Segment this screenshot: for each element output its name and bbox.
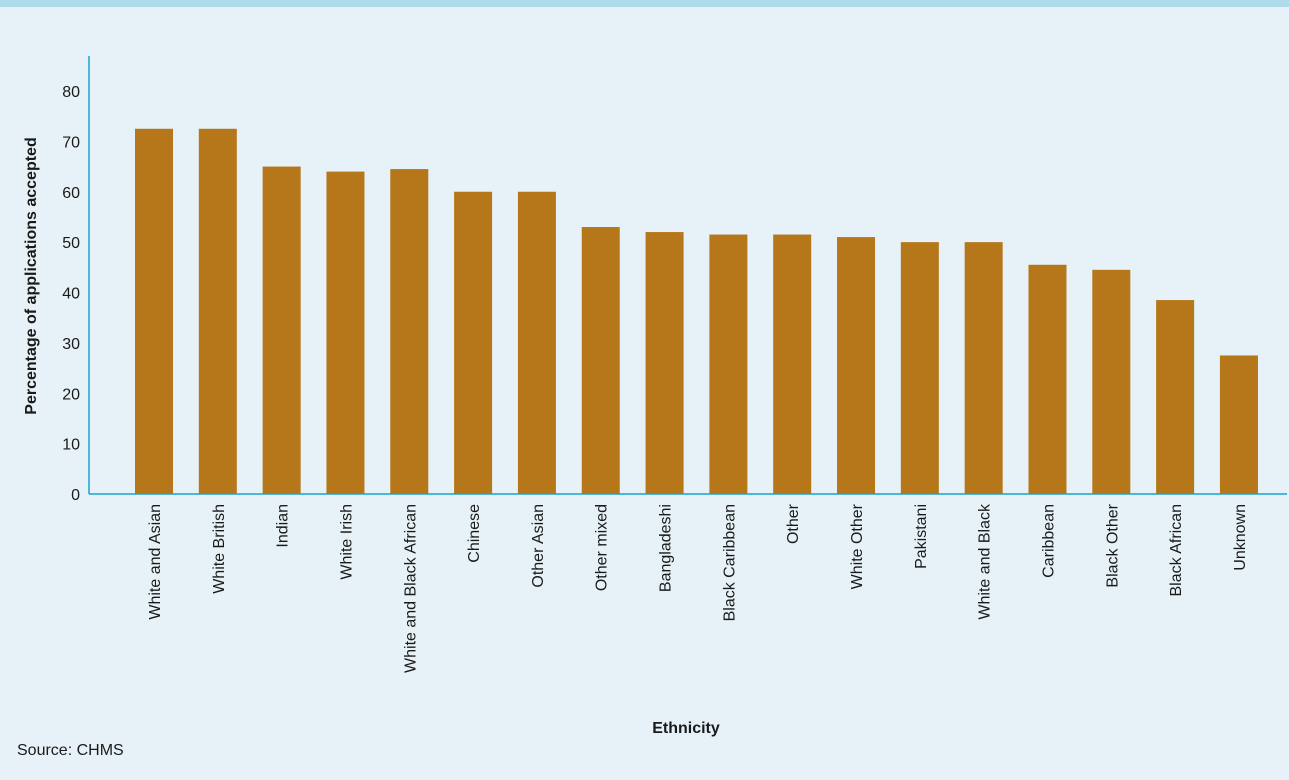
source-note: Source: CHMS: [17, 742, 124, 759]
x-category-label: White and Black: [977, 503, 994, 620]
x-category-label: Other Asian: [530, 504, 547, 588]
bar: [837, 237, 876, 494]
y-tick-label: 80: [62, 84, 80, 101]
x-category-label: White and Asian: [147, 504, 164, 620]
bar: [1219, 355, 1258, 494]
x-axis-title: Ethnicity: [652, 720, 720, 737]
x-category-label: Black Caribbean: [721, 504, 738, 621]
y-axis-title: Percentage of applications accepted: [23, 137, 40, 414]
y-tick-label: 50: [62, 235, 80, 252]
bar: [390, 169, 429, 495]
bar: [900, 242, 939, 494]
bar: [1156, 300, 1195, 494]
bar: [581, 227, 620, 494]
y-tick-label: 20: [62, 386, 80, 403]
x-category-label: White Other: [849, 503, 866, 589]
x-category-label: White Irish: [338, 504, 355, 580]
bar: [964, 242, 1003, 494]
bar: [517, 191, 556, 494]
bar: [262, 166, 301, 494]
x-category-label: White and Black African: [402, 504, 419, 673]
bar: [1092, 269, 1131, 494]
x-category-label: Caribbean: [1040, 504, 1057, 578]
y-axis-ticks: 0 10 20 30 40 50 60 70 80: [62, 84, 80, 504]
bars-group: [135, 128, 1258, 495]
bar: [454, 191, 493, 494]
x-category-label: White British: [211, 504, 228, 594]
bar: [709, 234, 748, 494]
x-category-label: Chinese: [466, 504, 483, 563]
x-category-label: Indian: [275, 504, 292, 548]
y-tick-label: 60: [62, 185, 80, 202]
x-category-label: Other mixed: [594, 504, 611, 591]
header-rule: [0, 0, 1289, 7]
x-category-label: Other: [785, 503, 802, 544]
bar: [135, 128, 173, 494]
y-tick-label: 70: [62, 134, 80, 151]
x-category-label: Unknown: [1232, 504, 1249, 571]
y-tick-label: 0: [71, 487, 80, 504]
x-category-label: Bangladeshi: [658, 504, 675, 592]
bar: [1028, 264, 1067, 494]
x-category-label: Black African: [1168, 504, 1185, 596]
y-tick-label: 10: [62, 437, 80, 454]
bar: [326, 171, 365, 494]
bar: [645, 232, 684, 495]
y-tick-label: 40: [62, 286, 80, 303]
x-axis-labels: White and Asian White British Indian White …: [147, 503, 1249, 673]
x-category-label: Black Other: [1104, 503, 1121, 587]
bar: [773, 234, 812, 494]
y-tick-label: 30: [62, 336, 80, 353]
bar: [198, 128, 237, 494]
x-category-label: Pakistani: [913, 504, 930, 569]
